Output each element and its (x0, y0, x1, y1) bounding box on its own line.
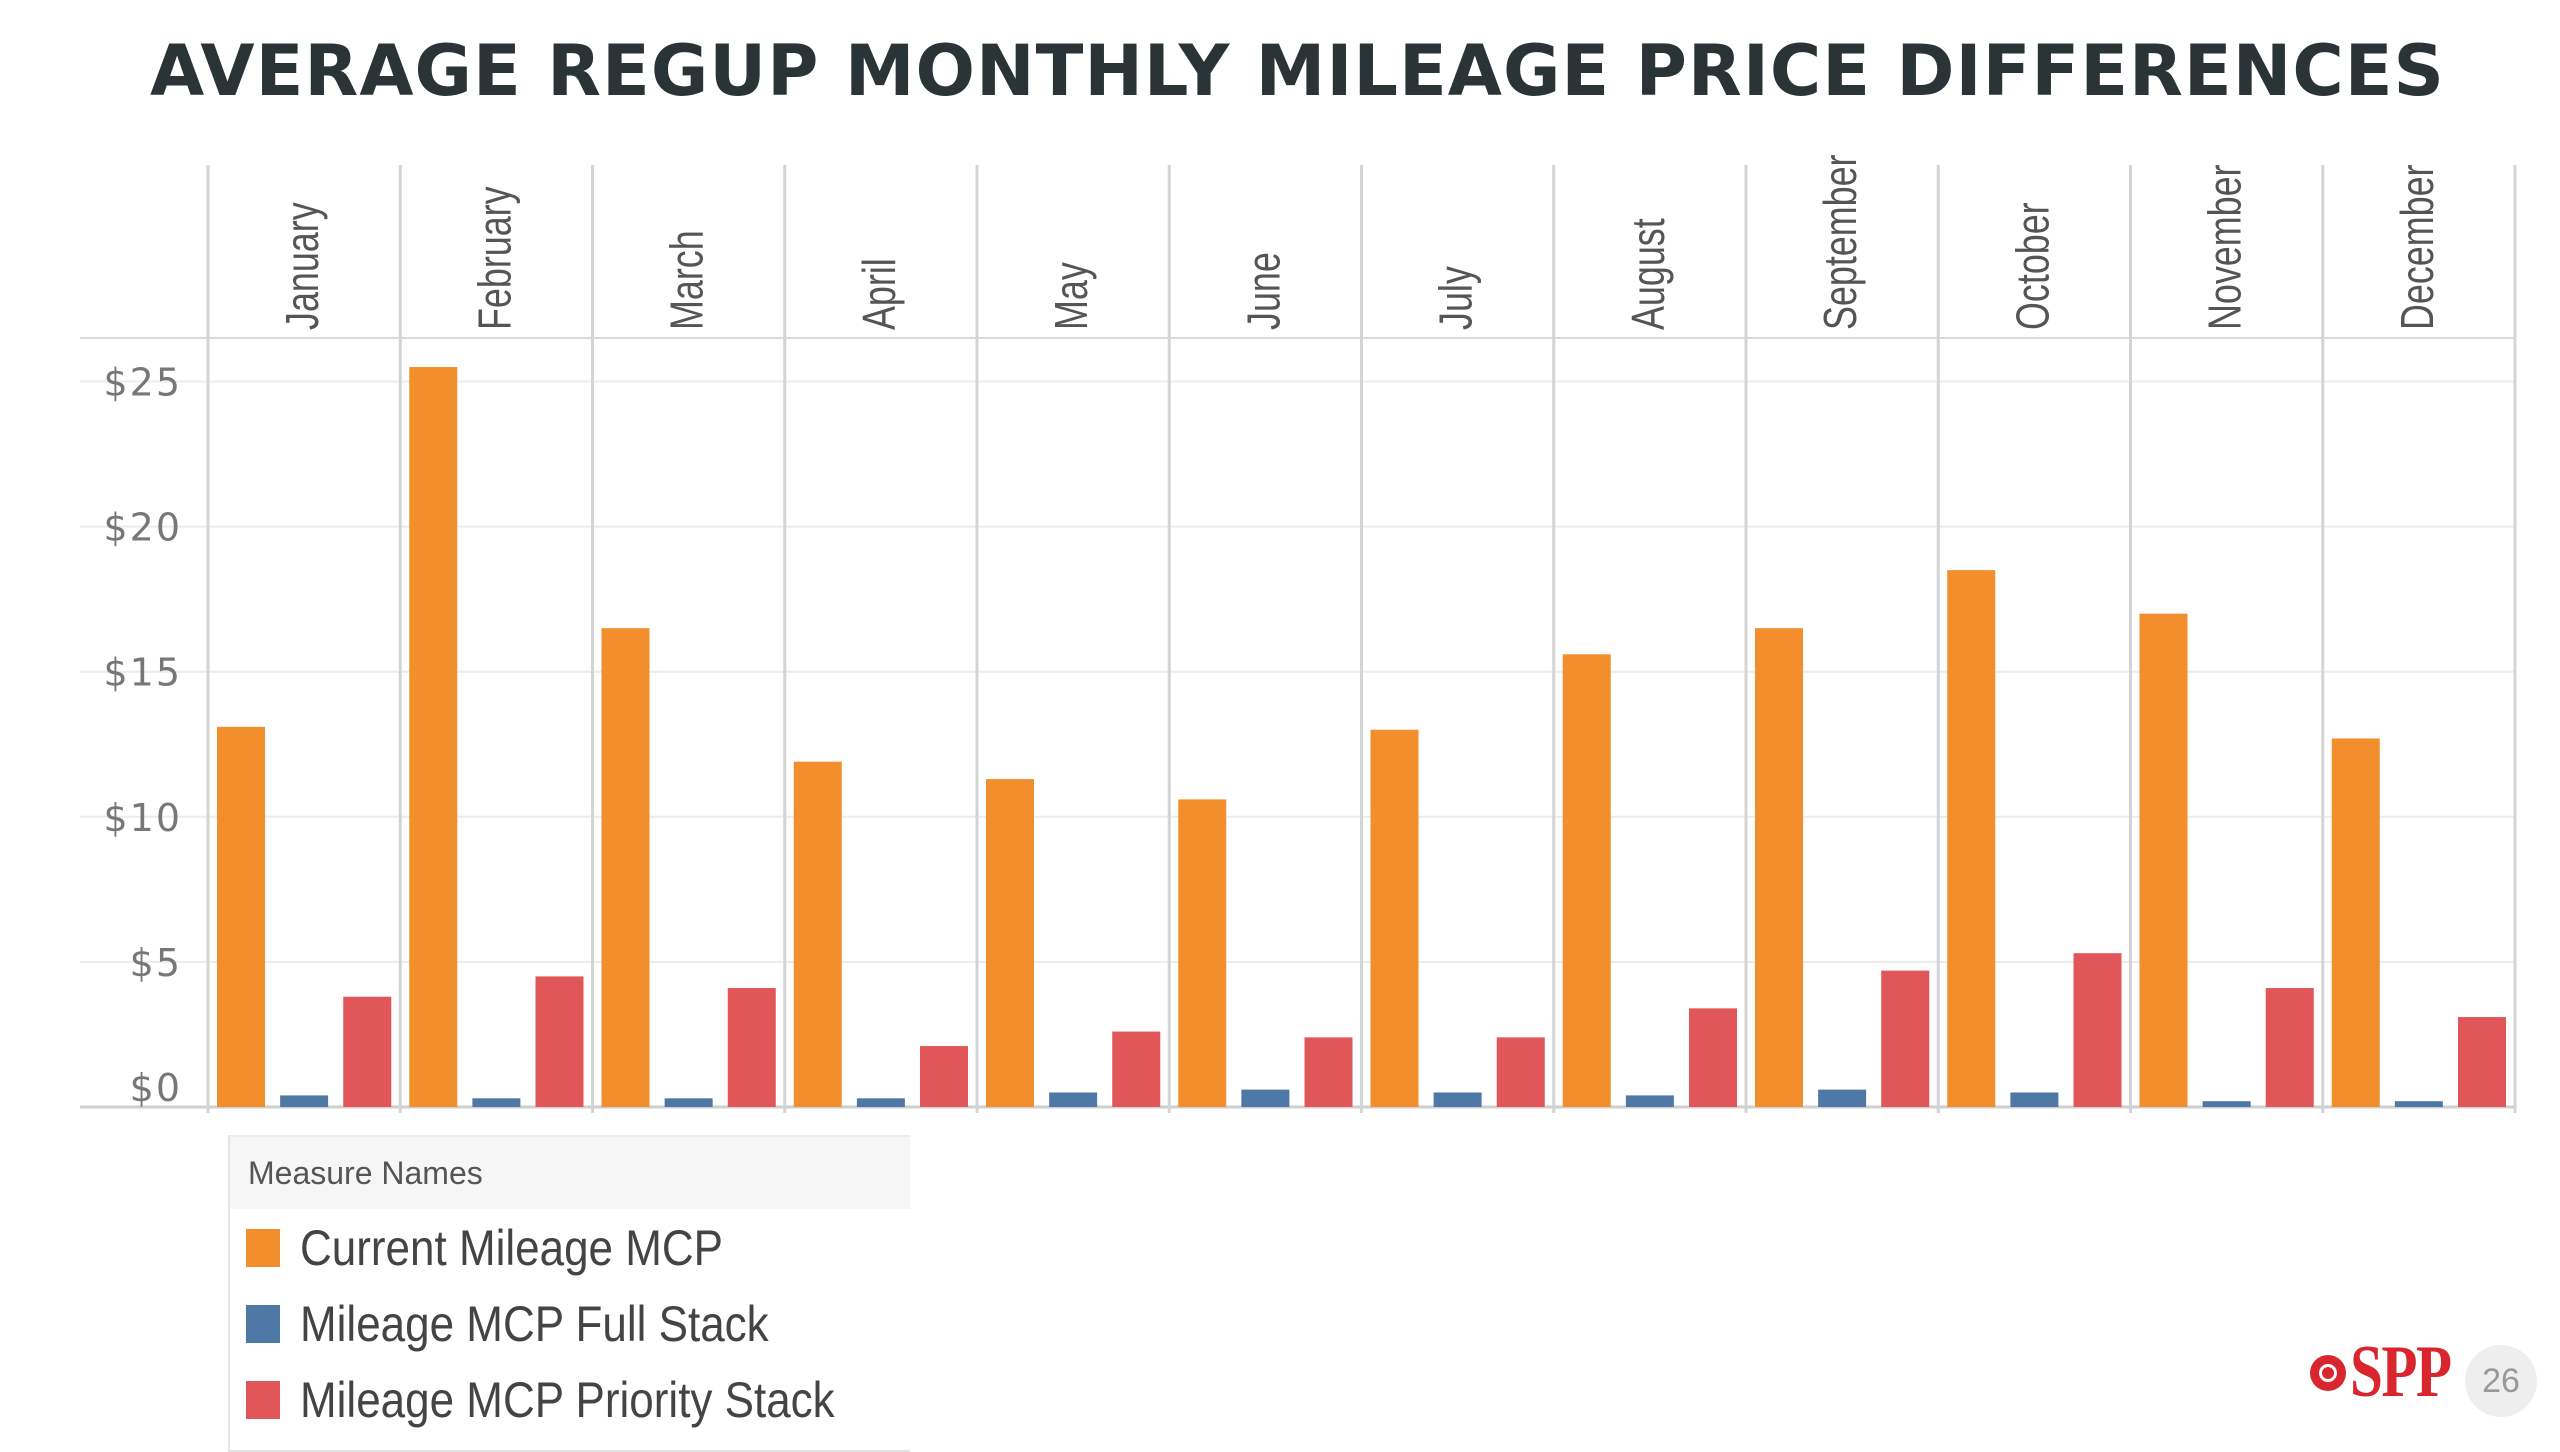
bar (535, 976, 584, 1107)
legend-title: Measure Names (230, 1135, 910, 1209)
bar (1881, 970, 1930, 1107)
spp-logo-text: SPP (2350, 1331, 2452, 1413)
bar (2265, 988, 2314, 1107)
spp-logo: SPP (2310, 1330, 2476, 1415)
bar (793, 761, 842, 1107)
bar (343, 996, 392, 1107)
month-header-label: November (2199, 164, 2250, 330)
page-number: 26 (2465, 1345, 2537, 1417)
bar (280, 1095, 329, 1107)
bar (664, 1098, 713, 1107)
bar (217, 726, 265, 1107)
bar (2139, 613, 2188, 1107)
chart-title: AVERAGE REGUP MONTHLY MILEAGE PRICE DIFF… (150, 30, 2445, 112)
legend-swatch (246, 1381, 280, 1419)
bar (2073, 953, 2122, 1107)
month-header-label: January (277, 202, 328, 330)
month-header-label: February (469, 186, 520, 330)
spp-logo-mark (2310, 1354, 2346, 1391)
legend-swatch (246, 1229, 280, 1267)
bar (1304, 1037, 1353, 1107)
bar (1625, 1095, 1674, 1107)
bar (2394, 1101, 2443, 1107)
month-header-label: June (1238, 252, 1289, 330)
bar (1370, 729, 1419, 1107)
legend-item-mileage-mcp-priority-stack[interactable]: Mileage MCP Priority Stack (230, 1363, 910, 1437)
y-tick-label: $25 (103, 361, 182, 405)
bar (1178, 799, 1227, 1107)
bar (2458, 1017, 2506, 1107)
bar (1241, 1089, 1290, 1107)
bar (1433, 1092, 1482, 1107)
legend-label: Current Mileage MCP (300, 1220, 724, 1276)
y-tick-label: $5 (130, 941, 182, 985)
legend-item-mileage-mcp-full-stack[interactable]: Mileage MCP Full Stack (230, 1287, 910, 1361)
bar (1689, 1008, 1737, 1107)
bar (1818, 1089, 1867, 1107)
bar (2202, 1101, 2251, 1107)
y-tick-label: $20 (103, 506, 182, 550)
legend-swatch (246, 1305, 280, 1343)
bar (1496, 1037, 1545, 1107)
y-tick-label: $10 (103, 796, 182, 840)
bar (1112, 1031, 1161, 1107)
month-header-label: September (1815, 154, 1866, 330)
month-header-label: July (1430, 266, 1481, 330)
month-header-label: October (2007, 202, 2058, 330)
bar (1755, 628, 1803, 1107)
month-header-label: March (661, 230, 712, 330)
month-header-label: April (854, 258, 905, 330)
month-header-label: May (1046, 262, 1097, 330)
bar (1562, 654, 1611, 1107)
month-header-label: August (1623, 218, 1674, 330)
bar (601, 628, 650, 1107)
bar (727, 988, 776, 1107)
bar (472, 1098, 521, 1107)
bar (2010, 1092, 2059, 1107)
month-header-label: December (2392, 164, 2443, 330)
bar (1049, 1092, 1098, 1107)
bar (2331, 738, 2380, 1107)
legend-label: Mileage MCP Priority Stack (300, 1372, 835, 1428)
legend-label: Mileage MCP Full Stack (300, 1296, 769, 1352)
bar (1947, 570, 1996, 1107)
bar (409, 367, 458, 1107)
bar (856, 1098, 905, 1107)
legend: Measure Names Current Mileage MCP Mileag… (228, 1135, 910, 1452)
y-tick-label: $15 (103, 651, 182, 695)
legend-item-current-mileage-mcp[interactable]: Current Mileage MCP (230, 1211, 910, 1285)
y-tick-label: $0 (130, 1066, 182, 1110)
bar (920, 1046, 968, 1107)
bar (986, 779, 1034, 1107)
